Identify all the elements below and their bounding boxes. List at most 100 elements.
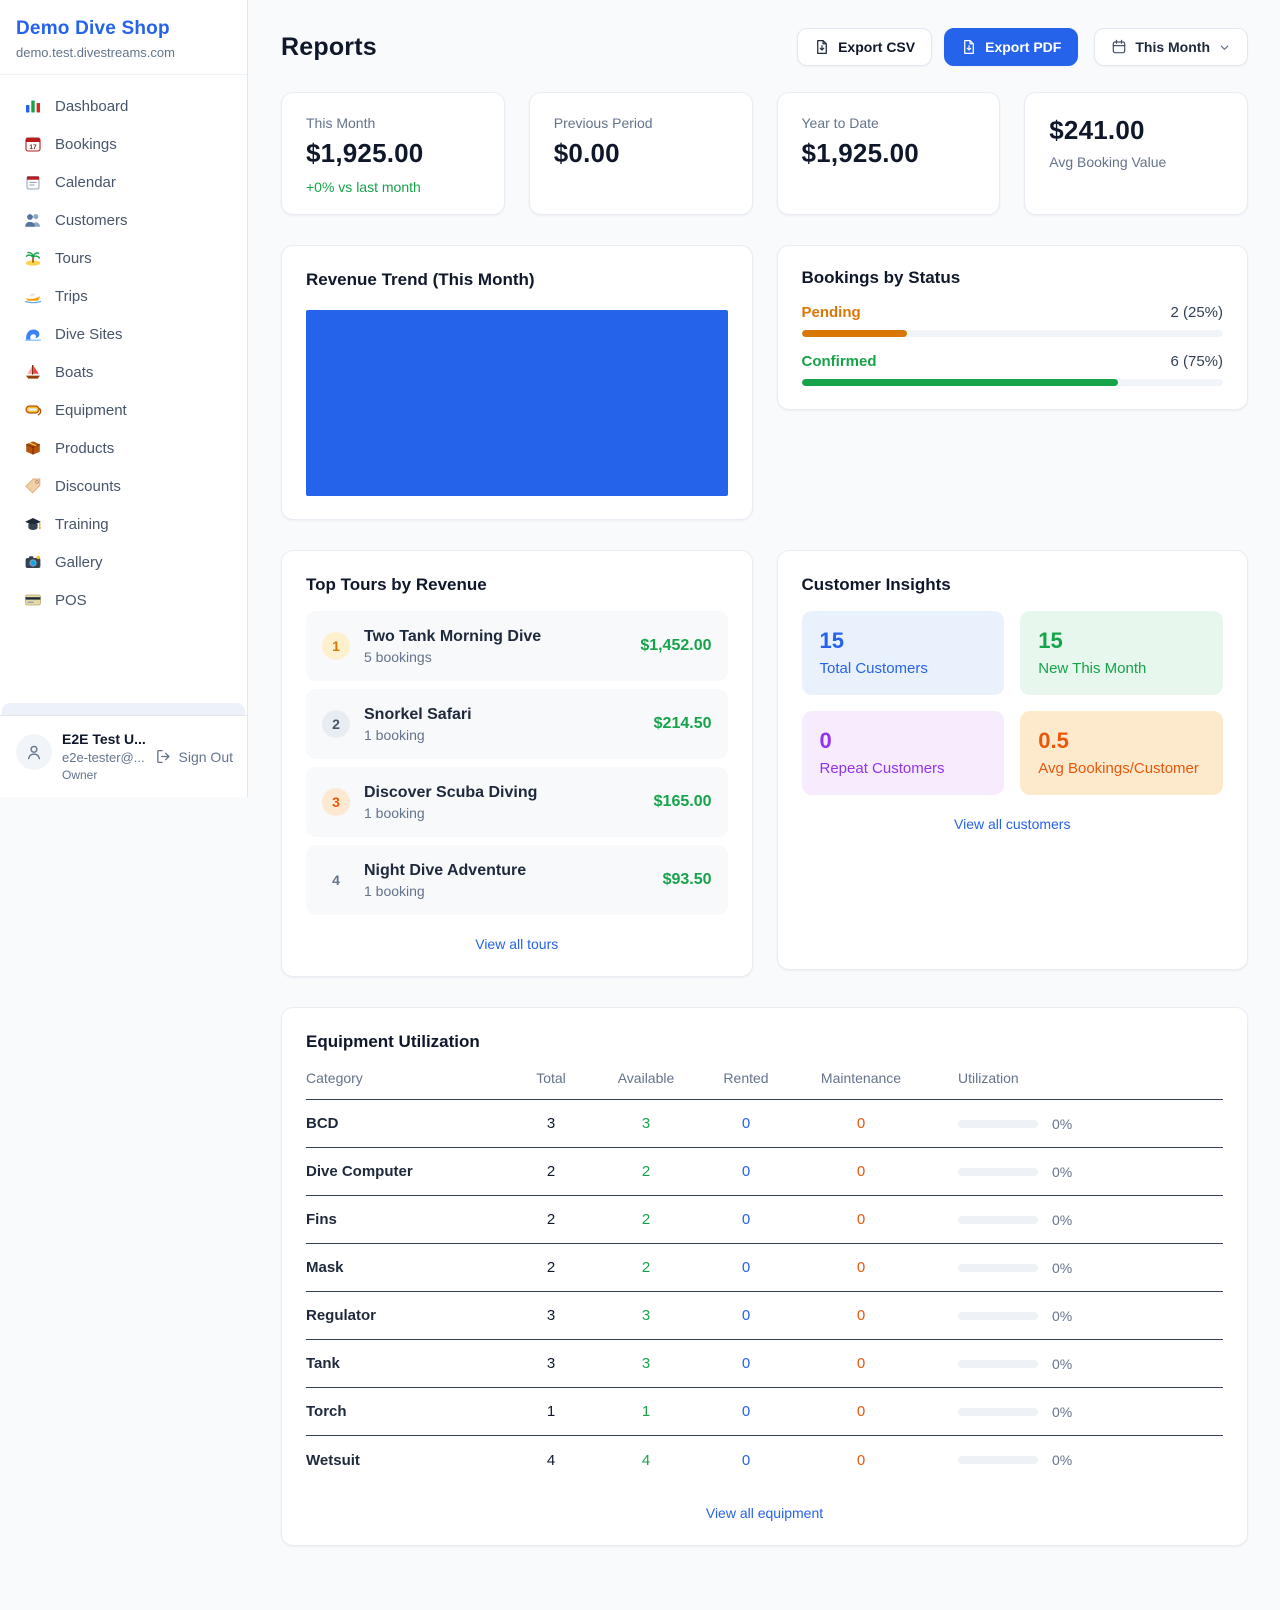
- equipment-total: 3: [546, 1115, 556, 1132]
- sidebar-item-label: Gallery: [55, 553, 103, 571]
- equipment-utilization: 0%: [926, 1404, 1223, 1420]
- period-label: This Month: [1135, 39, 1210, 55]
- status-bar-fill: [801, 379, 1118, 386]
- stat-value: $0.00: [553, 138, 620, 168]
- insight-tile: 0 Repeat Customers: [801, 711, 1005, 795]
- export-csv-button[interactable]: Export CSV: [797, 28, 933, 66]
- boats-icon: [26, 365, 40, 379]
- insight-tile: 0.5 Avg Bookings/Customer: [1020, 711, 1223, 795]
- column-header: Utilization: [958, 1070, 1019, 1086]
- export-csv-label: Export CSV: [838, 39, 916, 55]
- rank-badge: 2: [322, 710, 350, 738]
- equipment-maintenance: 0: [856, 1355, 866, 1372]
- stat-card: Previous Period $0.00: [528, 92, 753, 215]
- status-count: 2 (25%): [1170, 304, 1223, 321]
- view-all-equipment-link[interactable]: View all equipment: [705, 1505, 824, 1521]
- export-pdf-button[interactable]: Export PDF: [944, 28, 1079, 66]
- user-email: e2e-tester@...: [62, 750, 145, 766]
- table-row: Dive Computer 2 2 0 0 0%: [306, 1148, 1223, 1196]
- sidebar-item-equipment[interactable]: Equipment: [8, 391, 239, 429]
- utilization-percent: 0%: [1052, 1452, 1073, 1468]
- sidebar-item-customers[interactable]: Customers: [8, 201, 239, 239]
- table-row: Regulator 3 3 0 0 0%: [306, 1292, 1223, 1340]
- person-icon: [27, 746, 41, 760]
- bookings-icon: 17: [25, 137, 41, 152]
- tour-list-item: 3 Discover Scuba Diving 1 booking $165.00: [306, 767, 728, 837]
- sidebar-item-tours[interactable]: Tours: [8, 239, 239, 277]
- stat-value: $241.00: [1049, 115, 1145, 145]
- sidebar-item-calendar[interactable]: Calendar: [8, 163, 239, 201]
- insight-value: 15: [1038, 628, 1063, 653]
- calendar-icon: [26, 176, 40, 190]
- equipment-rented: 0: [741, 1259, 751, 1276]
- view-all-tours-link[interactable]: View all tours: [475, 936, 559, 952]
- tour-info: Discover Scuba Diving 1 booking: [364, 784, 640, 821]
- rank-badge: 4: [332, 872, 340, 888]
- period-dropdown[interactable]: This Month: [1094, 28, 1248, 66]
- utilization-percent: 0%: [1052, 1355, 1073, 1372]
- equipment-rented: 0: [741, 1211, 751, 1228]
- status-label: Confirmed: [801, 353, 877, 370]
- column-header: Category: [306, 1070, 363, 1086]
- page-title: Reports: [281, 32, 377, 61]
- equipment-total: 2: [546, 1211, 556, 1228]
- view-all-customers-link[interactable]: View all customers: [954, 816, 1071, 832]
- sidebar-item-dashboard[interactable]: Dashboard: [8, 87, 239, 125]
- table-row: Fins 2 2 0 0 0%: [306, 1196, 1223, 1244]
- equipment-total: 2: [546, 1163, 556, 1180]
- sidebar-item-discounts[interactable]: Discounts: [8, 467, 239, 505]
- header-actions: Export CSV Export PDF This Month: [797, 28, 1248, 66]
- sidebar-item-dive-sites[interactable]: Dive Sites: [8, 315, 239, 353]
- column-header: Available: [617, 1070, 675, 1086]
- tour-bookings: 5 bookings: [364, 648, 432, 665]
- insight-value: 0.5: [1038, 728, 1069, 753]
- equipment-utilization: 0%: [926, 1356, 1223, 1372]
- dashboard-icon: [26, 100, 40, 113]
- equipment-category: Dive Computer: [306, 1163, 413, 1180]
- equipment-maintenance: 0: [856, 1259, 866, 1276]
- utilization-bar: [958, 1119, 1038, 1128]
- user-meta: E2E Test U... e2e-tester@... Owner: [62, 730, 146, 783]
- tour-info: Snorkel Safari 1 booking: [364, 706, 640, 743]
- sidebar-item-label: Discounts: [55, 477, 121, 495]
- stat-card: $241.00 Avg Booking Value: [1024, 92, 1248, 215]
- user-box: E2E Test U... e2e-tester@... Owner Sign …: [0, 715, 247, 797]
- table-row: BCD 3 3 0 0 0%: [306, 1100, 1223, 1148]
- sidebar-item-boats[interactable]: Boats: [8, 353, 239, 391]
- utilization-percent: 0%: [1052, 1115, 1073, 1132]
- table-row: Torch 1 1 0 0 0%: [306, 1388, 1223, 1436]
- sidebar-item-training[interactable]: Training: [8, 505, 239, 543]
- equipment-utilization-title: Equipment Utilization: [306, 1032, 480, 1051]
- sidebar-item-label: Calendar: [55, 173, 116, 191]
- tour-amount: $1,452.00: [640, 637, 712, 654]
- sign-out-button[interactable]: Sign Out: [155, 748, 233, 765]
- utilization-percent: 0%: [1052, 1163, 1073, 1180]
- customer-insights-card: Customer Insights 15 Total Customers 15 New…: [776, 550, 1248, 970]
- equipment-maintenance: 0: [856, 1451, 866, 1469]
- status-count: 6 (75%): [1170, 353, 1223, 370]
- tour-list: 1 Two Tank Morning Dive 5 bookings $1,452.0…: [306, 611, 728, 915]
- revenue-trend-card: Revenue Trend (This Month): [281, 245, 753, 520]
- equipment-category: Mask: [306, 1259, 344, 1276]
- sidebar-item-trips[interactable]: Trips: [8, 277, 239, 315]
- file-download-icon: [964, 39, 974, 55]
- sidebar-item-products[interactable]: Products: [8, 429, 239, 467]
- tour-amount: $165.00: [653, 793, 712, 810]
- utilization-bar: [958, 1359, 1038, 1368]
- utilization-bar: [958, 1263, 1038, 1272]
- sidebar-item-bookings[interactable]: 17 Bookings: [8, 125, 239, 163]
- equipment-utilization: 0%: [926, 1164, 1223, 1180]
- stat-value: $1,925.00: [306, 138, 424, 168]
- main-content: Reports Export CSV Export PDF This Month…: [248, 0, 1280, 1586]
- equipment-rented: 0: [741, 1115, 751, 1132]
- equipment-available: 2: [641, 1211, 651, 1228]
- sidebar-item-pos[interactable]: POS: [8, 581, 239, 619]
- utilization-percent: 0%: [1052, 1211, 1073, 1228]
- utilization-bar: [958, 1456, 1038, 1464]
- table-row: Tank 3 3 0 0 0%: [306, 1340, 1223, 1388]
- sidebar-item-gallery[interactable]: Gallery: [8, 543, 239, 581]
- equipment-total: 1: [546, 1403, 556, 1420]
- status-bar-fill: [801, 330, 907, 337]
- equipment-maintenance: 0: [856, 1211, 866, 1228]
